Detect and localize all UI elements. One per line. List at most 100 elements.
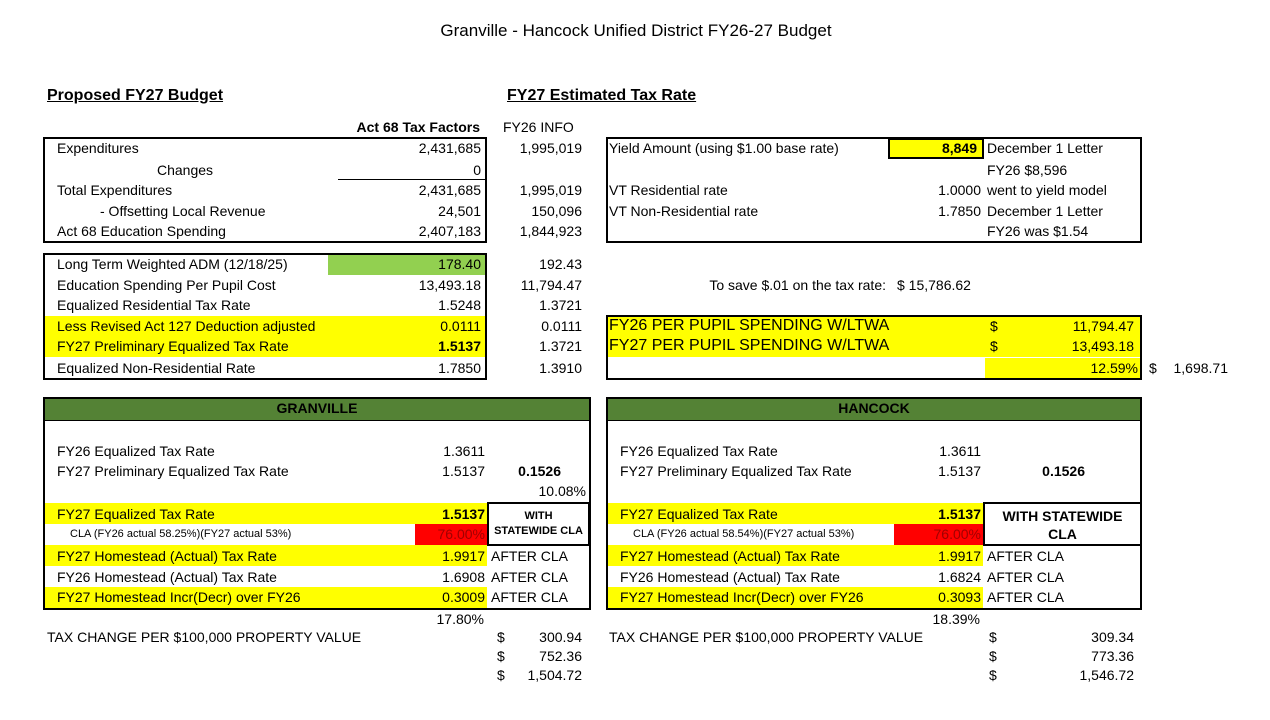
text: AFTER CLA (491, 548, 569, 564)
text: 13,493.18 (418, 277, 481, 293)
text: $ (989, 648, 997, 664)
text: Changes (157, 162, 214, 178)
text: FY27 Estimated Tax Rate (507, 87, 697, 104)
text: FY27 Equalized Tax Rate (620, 506, 778, 522)
text: Act 68 Tax Factors (356, 119, 480, 135)
text: 76.00% (437, 526, 485, 542)
text: 1.3611 (443, 443, 485, 459)
text: 24,501 (438, 203, 481, 219)
text: FY27 Homestead (Actual) Tax Rate (620, 548, 840, 564)
text: AFTER CLA (987, 548, 1065, 564)
text: 1,546.72 (1079, 667, 1135, 683)
text: 1.5137 (438, 338, 481, 354)
text: - Offsetting Local Revenue (100, 203, 266, 219)
text: VT Non-Residential rate (609, 203, 759, 219)
text: 1.6908 (442, 568, 485, 585)
text: 1.5137 (938, 463, 981, 479)
text: 1.9917 (938, 548, 981, 564)
text: To save $.01 on the tax rate: (709, 277, 886, 293)
text: FY26 Homestead (Actual) Tax Rate (57, 568, 277, 585)
text: FY26 was $1.54 (987, 223, 1089, 239)
yellow-row (607, 587, 983, 608)
rule (338, 179, 486, 180)
box (43, 137, 487, 243)
text: FY26 Equalized Tax Rate (57, 443, 215, 459)
text: 178.40 (438, 256, 481, 272)
text: 752.36 (539, 648, 582, 664)
yellow-cell (888, 138, 984, 159)
text: WITH (524, 510, 553, 522)
text: 0.1526 (1042, 463, 1085, 479)
text: 1.5137 (442, 506, 485, 522)
text: FY27 PER PUPIL SPENDING W/LTWA (609, 337, 890, 354)
text: Less Revised Act 127 Deduction adjusted (57, 318, 316, 334)
yellow-row (44, 316, 485, 357)
text: 1.9917 (442, 548, 485, 564)
yellow-row (607, 545, 983, 566)
text: GRANVILLE (276, 400, 358, 416)
text: 76.00% (933, 526, 981, 542)
text: 309.34 (1091, 629, 1134, 645)
header (43, 397, 591, 421)
text: 1,844,923 (519, 223, 582, 239)
text: Proposed FY27 Budget (47, 87, 224, 104)
text: FY26 Homestead (Actual) Tax Rate (620, 568, 840, 585)
red-cell (894, 524, 983, 545)
text: 1.7850 (438, 360, 481, 376)
text: FY26 Equalized Tax Rate (620, 443, 778, 459)
text: 1.0000 (938, 182, 981, 198)
green-cell (328, 255, 485, 275)
text: 1.5137 (938, 506, 981, 522)
text: FY27 Equalized Tax Rate (57, 506, 215, 522)
box (43, 397, 591, 610)
box (606, 137, 1142, 243)
text: Education Spending Per Pupil Cost (57, 277, 276, 293)
text: 0 (473, 162, 481, 178)
text: FY27 Preliminary Equalized Tax Rate (57, 338, 289, 354)
text: 150,096 (531, 203, 582, 219)
text: $ (497, 629, 505, 645)
text: 17.80% (436, 611, 484, 627)
text: FY26 INFO (503, 119, 574, 135)
box (43, 253, 487, 380)
text: $ (497, 648, 505, 664)
yellow-row (607, 316, 1141, 357)
text: 1.3611 (939, 443, 981, 459)
text: 12.59% (1090, 360, 1138, 376)
box (606, 315, 1142, 380)
text: 1.5248 (438, 297, 481, 313)
text: December 1 Letter (987, 140, 1103, 156)
text: AFTER CLA (491, 589, 569, 605)
text: Long Term Weighted ADM (12/18/25) (57, 256, 288, 272)
text: 1.3721 (539, 297, 582, 313)
text: $ (990, 338, 998, 354)
text: FY27 Preliminary Equalized Tax Rate (57, 463, 289, 479)
text: Expenditures (57, 140, 139, 156)
text: VT Residential rate (609, 182, 728, 198)
text: AFTER CLA (987, 568, 1065, 585)
text: 773.36 (1091, 648, 1134, 664)
text: 0.3009 (442, 589, 485, 605)
text: FY27 Homestead Incr(Decr) over FY26 (57, 589, 301, 605)
text: 1.3721 (539, 338, 582, 354)
text: CLA (FY26 actual 58.25%)(FY27 actual 53%… (70, 528, 292, 540)
text: 1,995,019 (519, 140, 582, 156)
yellow-row (44, 503, 487, 524)
text: 2,431,685 (418, 140, 481, 156)
text: 18.39% (932, 611, 980, 627)
text: TAX CHANGE PER $100,000 PROPERTY VALUE (609, 629, 924, 645)
text: TAX CHANGE PER $100,000 PROPERTY VALUE (47, 629, 362, 645)
red-cell (415, 524, 487, 545)
text: FY27 Homestead Incr(Decr) over FY26 (620, 589, 864, 605)
text: $ (990, 318, 998, 334)
text: CLA (FY26 actual 58.54%)(FY27 actual 53%… (633, 528, 855, 540)
text: HANCOCK (838, 400, 910, 416)
text: 13,493.18 (1071, 338, 1134, 354)
text: STATEWIDE CLA (494, 525, 583, 537)
yellow-row (607, 503, 983, 524)
text: $ (497, 667, 505, 683)
text: Equalized Residential Tax Rate (57, 297, 251, 313)
text: $ 15,786.62 (897, 277, 971, 293)
yellow-cell (985, 358, 1141, 378)
